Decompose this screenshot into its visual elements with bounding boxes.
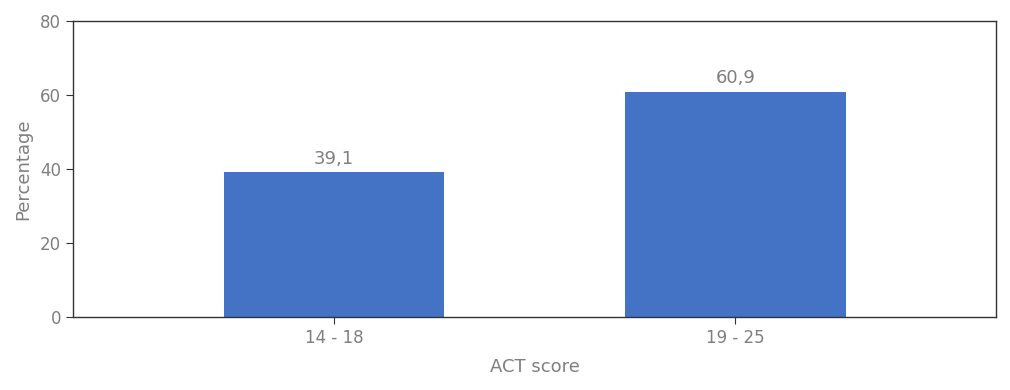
X-axis label: ACT score: ACT score <box>490 358 580 376</box>
Text: 39,1: 39,1 <box>314 150 355 168</box>
Bar <box>625 92 845 317</box>
Y-axis label: Percentage: Percentage <box>14 118 32 220</box>
Bar <box>223 172 444 317</box>
Text: 60,9: 60,9 <box>715 69 755 87</box>
